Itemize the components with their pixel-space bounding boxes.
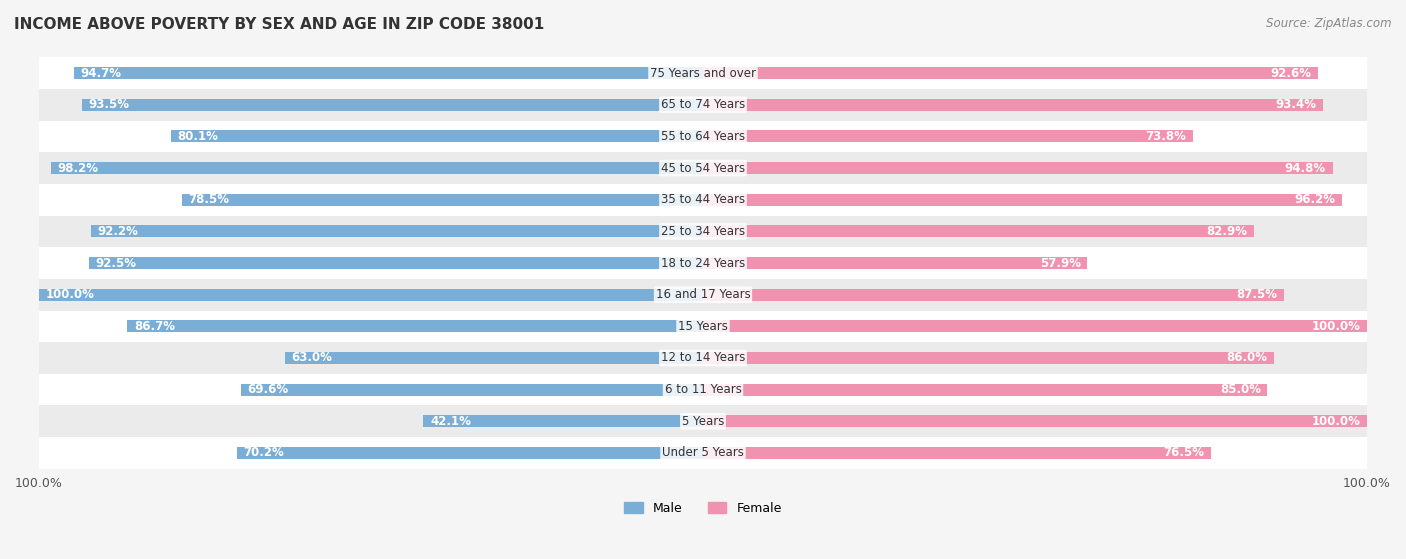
Bar: [703, 130, 1194, 143]
Bar: [39, 57, 1367, 89]
Bar: [128, 320, 703, 333]
Text: 45 to 54 Years: 45 to 54 Years: [661, 162, 745, 174]
Text: 93.4%: 93.4%: [1275, 98, 1316, 111]
Text: 63.0%: 63.0%: [291, 352, 332, 364]
Bar: [423, 415, 703, 427]
Bar: [703, 415, 1367, 427]
Bar: [703, 320, 1367, 333]
Text: 80.1%: 80.1%: [177, 130, 218, 143]
Bar: [181, 194, 703, 206]
Text: 100.0%: 100.0%: [1312, 320, 1361, 333]
Bar: [39, 121, 1367, 152]
Text: 78.5%: 78.5%: [188, 193, 229, 206]
Text: 92.5%: 92.5%: [96, 257, 136, 269]
Bar: [703, 352, 1274, 364]
Bar: [284, 352, 703, 364]
Text: 73.8%: 73.8%: [1146, 130, 1187, 143]
Bar: [703, 194, 1341, 206]
Text: 76.5%: 76.5%: [1163, 447, 1205, 459]
Bar: [51, 162, 703, 174]
Text: 12 to 14 Years: 12 to 14 Years: [661, 352, 745, 364]
Text: 92.6%: 92.6%: [1270, 67, 1312, 79]
Text: Source: ZipAtlas.com: Source: ZipAtlas.com: [1267, 17, 1392, 30]
Bar: [703, 257, 1087, 269]
Bar: [39, 216, 1367, 247]
Text: 16 and 17 Years: 16 and 17 Years: [655, 288, 751, 301]
Bar: [39, 310, 1367, 342]
Text: 94.8%: 94.8%: [1285, 162, 1326, 174]
Text: 94.7%: 94.7%: [80, 67, 122, 79]
Text: 42.1%: 42.1%: [430, 415, 471, 428]
Bar: [39, 89, 1367, 121]
Bar: [172, 130, 703, 143]
Text: 15 Years: 15 Years: [678, 320, 728, 333]
Text: 86.0%: 86.0%: [1226, 352, 1267, 364]
Bar: [39, 405, 1367, 437]
Text: 82.9%: 82.9%: [1206, 225, 1247, 238]
Bar: [91, 225, 703, 238]
Text: INCOME ABOVE POVERTY BY SEX AND AGE IN ZIP CODE 38001: INCOME ABOVE POVERTY BY SEX AND AGE IN Z…: [14, 17, 544, 32]
Bar: [703, 225, 1254, 238]
Bar: [39, 374, 1367, 405]
Bar: [75, 67, 703, 79]
Bar: [82, 99, 703, 111]
Text: 100.0%: 100.0%: [1312, 415, 1361, 428]
Bar: [703, 288, 1284, 301]
Bar: [703, 67, 1317, 79]
Text: 70.2%: 70.2%: [243, 447, 284, 459]
Bar: [703, 447, 1211, 459]
Bar: [703, 99, 1323, 111]
Text: 100.0%: 100.0%: [45, 288, 94, 301]
Bar: [39, 342, 1367, 374]
Bar: [39, 437, 1367, 469]
Bar: [703, 162, 1333, 174]
Bar: [236, 447, 703, 459]
Text: 93.5%: 93.5%: [89, 98, 129, 111]
Text: 5 Years: 5 Years: [682, 415, 724, 428]
Bar: [39, 184, 1367, 216]
Text: 18 to 24 Years: 18 to 24 Years: [661, 257, 745, 269]
Text: 87.5%: 87.5%: [1236, 288, 1278, 301]
Text: 92.2%: 92.2%: [97, 225, 138, 238]
Legend: Male, Female: Male, Female: [619, 497, 787, 520]
Text: Under 5 Years: Under 5 Years: [662, 447, 744, 459]
Text: 55 to 64 Years: 55 to 64 Years: [661, 130, 745, 143]
Text: 57.9%: 57.9%: [1040, 257, 1081, 269]
Text: 86.7%: 86.7%: [134, 320, 174, 333]
Text: 75 Years and over: 75 Years and over: [650, 67, 756, 79]
Text: 25 to 34 Years: 25 to 34 Years: [661, 225, 745, 238]
Text: 69.6%: 69.6%: [247, 383, 288, 396]
Text: 85.0%: 85.0%: [1220, 383, 1261, 396]
Text: 35 to 44 Years: 35 to 44 Years: [661, 193, 745, 206]
Text: 98.2%: 98.2%: [58, 162, 98, 174]
Bar: [39, 279, 1367, 310]
Bar: [39, 288, 703, 301]
Bar: [39, 247, 1367, 279]
Bar: [89, 257, 703, 269]
Text: 6 to 11 Years: 6 to 11 Years: [665, 383, 741, 396]
Bar: [39, 152, 1367, 184]
Bar: [703, 383, 1267, 396]
Bar: [240, 383, 703, 396]
Text: 65 to 74 Years: 65 to 74 Years: [661, 98, 745, 111]
Text: 96.2%: 96.2%: [1294, 193, 1336, 206]
